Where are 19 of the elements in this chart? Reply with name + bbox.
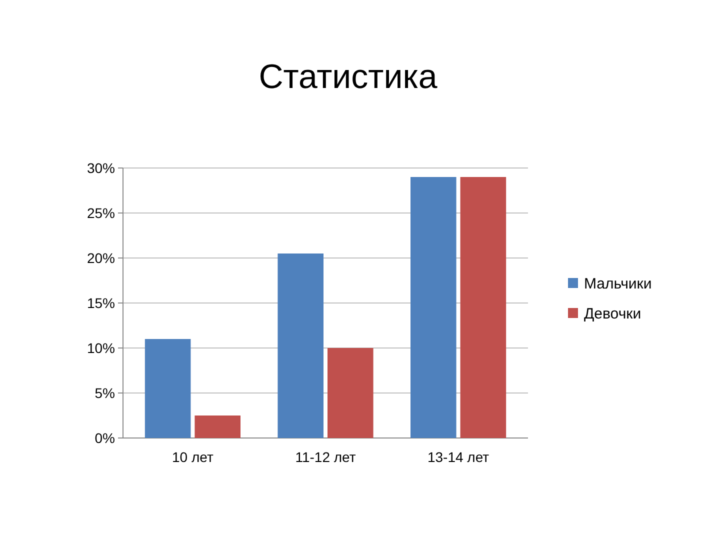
x-tick-label: 11-12 лет — [295, 449, 356, 465]
x-tick-label: 13-14 лет — [427, 449, 490, 465]
y-tick-label: 0% — [94, 430, 115, 446]
y-tick-label: 10% — [86, 340, 115, 356]
y-tick-label: 30% — [86, 160, 115, 176]
bar — [410, 177, 456, 438]
y-tick-label: 5% — [94, 384, 115, 401]
bar — [194, 416, 241, 438]
bar — [460, 177, 506, 438]
legend-label: Мальчики — [584, 275, 652, 292]
bar — [144, 339, 191, 438]
bar — [278, 254, 324, 438]
y-tick-label: 20% — [86, 250, 115, 266]
legend-label: Девочки — [584, 305, 642, 322]
y-tick-label: 15% — [86, 294, 115, 311]
x-tick-label: 10 лет — [172, 449, 214, 465]
chart-title: Статистика — [258, 58, 438, 96]
bar — [328, 348, 374, 438]
y-tick-label: 25% — [86, 204, 115, 221]
